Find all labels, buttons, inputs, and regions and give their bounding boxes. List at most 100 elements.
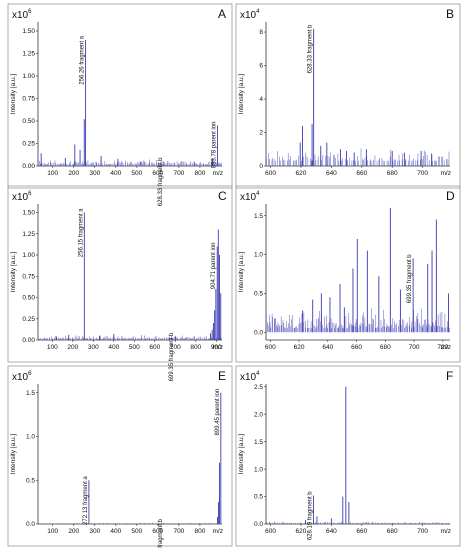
x-tick-label: 700 xyxy=(170,344,181,351)
y-tick-label: 0.50 xyxy=(22,295,35,302)
y-axis-label: Intensity [a.u.] xyxy=(10,434,17,475)
x-tick-label: 200 xyxy=(68,170,79,177)
x-tick-label: 600 xyxy=(265,528,276,535)
y-tick-label: 0.50 xyxy=(22,118,35,125)
y-tick-label: 0.5 xyxy=(254,291,263,298)
y-tick-label: 1.00 xyxy=(22,73,35,80)
exponent-label: x104 xyxy=(240,191,260,203)
x-tick-label: 500 xyxy=(131,170,142,177)
x-tick-label: 800 xyxy=(194,528,205,535)
x-tick-label: 500 xyxy=(129,344,140,351)
y-tick-label: 0.75 xyxy=(22,273,35,280)
x-tick-label: 700 xyxy=(173,170,184,177)
x-tick-label: 200 xyxy=(67,344,78,351)
panel-frame xyxy=(235,3,461,189)
y-tick-label: 4 xyxy=(259,96,263,103)
y-axis-label: Intensity [a.u.] xyxy=(10,74,17,115)
x-tick-label: 700 xyxy=(173,528,184,535)
x-tick-label: 200 xyxy=(68,528,79,535)
y-tick-label: 1.00 xyxy=(22,252,35,259)
peak-annotation: 628.33 fragment b xyxy=(158,157,164,206)
x-tick-label: 100 xyxy=(47,344,58,351)
peak-annotation: 256.26 fragment a xyxy=(80,35,86,84)
x-tick-label: 400 xyxy=(108,344,119,351)
panel-frame xyxy=(7,365,233,547)
x-tick-label: 680 xyxy=(387,528,398,535)
x-tick-label: 100 xyxy=(47,170,58,177)
peak-annotation: 256.15 fragment a xyxy=(78,208,84,257)
x-tick-label: 660 xyxy=(356,528,367,535)
y-tick-label: 0.25 xyxy=(22,316,35,323)
x-tick-label: 400 xyxy=(110,170,121,177)
x-axis-label: m/z xyxy=(213,170,223,177)
peak-annotation: 272.13 fragment a xyxy=(83,476,89,525)
y-tick-label: 1.0 xyxy=(254,252,263,259)
spectrum-series xyxy=(265,207,450,333)
x-tick-label: 900 xyxy=(211,344,222,351)
y-tick-label: 1.0 xyxy=(26,434,35,441)
y-tick-label: 0.00 xyxy=(22,163,35,170)
x-tick-label: 100 xyxy=(47,528,58,535)
x-tick-label: 600 xyxy=(149,344,160,351)
x-tick-label: 700 xyxy=(409,344,420,351)
y-axis-label: Intensity [a.u.] xyxy=(238,252,245,293)
peak-annotation: 628.33 fragment b xyxy=(308,24,314,73)
x-tick-label: 500 xyxy=(131,528,142,535)
y-tick-label: 0.5 xyxy=(254,494,263,501)
y-tick-label: 6 xyxy=(259,63,263,70)
panel-letter: A xyxy=(218,7,226,21)
x-tick-label: 720 xyxy=(437,344,448,351)
peak-annotation: 628.19 fragment b xyxy=(158,518,164,550)
x-tick-label: 600 xyxy=(265,344,276,351)
exponent-label: x104 xyxy=(240,371,260,383)
y-tick-label: 0.0 xyxy=(254,521,263,528)
spectrum-series xyxy=(266,28,450,166)
panel-frame xyxy=(7,3,233,189)
x-axis-label: m/z xyxy=(441,528,451,535)
y-tick-label: 1.0 xyxy=(254,466,263,473)
y-tick-label: 0.5 xyxy=(26,477,35,484)
y-tick-label: 0.75 xyxy=(22,96,35,103)
exponent-label: x106 xyxy=(12,9,32,21)
x-tick-label: 600 xyxy=(152,170,163,177)
peak-annotation: 899.45 parent ion xyxy=(215,389,221,436)
y-tick-label: 2 xyxy=(259,130,263,137)
panel-letter: C xyxy=(218,189,227,203)
x-tick-label: 680 xyxy=(380,344,391,351)
exponent-label: x106 xyxy=(12,191,32,203)
x-tick-label: 800 xyxy=(190,344,201,351)
peak-annotation: 628.19 fragment b xyxy=(307,491,313,540)
y-tick-label: 0.25 xyxy=(22,141,35,148)
x-tick-label: 620 xyxy=(296,170,307,177)
panel-letter: B xyxy=(446,7,454,21)
x-tick-label: 300 xyxy=(89,170,100,177)
x-axis-label: m/z xyxy=(441,344,451,351)
y-tick-label: 2.0 xyxy=(254,411,263,418)
x-tick-label: 400 xyxy=(110,528,121,535)
panel-frame xyxy=(235,365,461,547)
y-tick-label: 8 xyxy=(259,29,263,36)
y-axis-label: Intensity [a.u.] xyxy=(238,434,245,475)
x-tick-label: 620 xyxy=(294,344,305,351)
x-tick-label: 300 xyxy=(88,344,99,351)
y-tick-label: 1.25 xyxy=(22,51,35,58)
y-axis-label: Intensity [a.u.] xyxy=(238,74,245,115)
y-tick-label: 1.5 xyxy=(254,439,263,446)
peak-annotation: 904.71 parent ion xyxy=(211,243,217,290)
panel-letter: F xyxy=(446,369,453,383)
x-tick-label: 600 xyxy=(265,170,276,177)
x-tick-label: 700 xyxy=(417,528,428,535)
y-tick-label: 1.5 xyxy=(26,390,35,397)
y-tick-label: 0.0 xyxy=(254,329,263,336)
y-axis-label: Intensity [a.u.] xyxy=(10,252,17,293)
x-tick-label: 680 xyxy=(387,170,398,177)
x-tick-label: 640 xyxy=(322,344,333,351)
x-tick-label: 660 xyxy=(351,344,362,351)
panel-frame xyxy=(7,185,233,363)
panel-letter: D xyxy=(446,189,455,203)
x-tick-label: 660 xyxy=(356,170,367,177)
